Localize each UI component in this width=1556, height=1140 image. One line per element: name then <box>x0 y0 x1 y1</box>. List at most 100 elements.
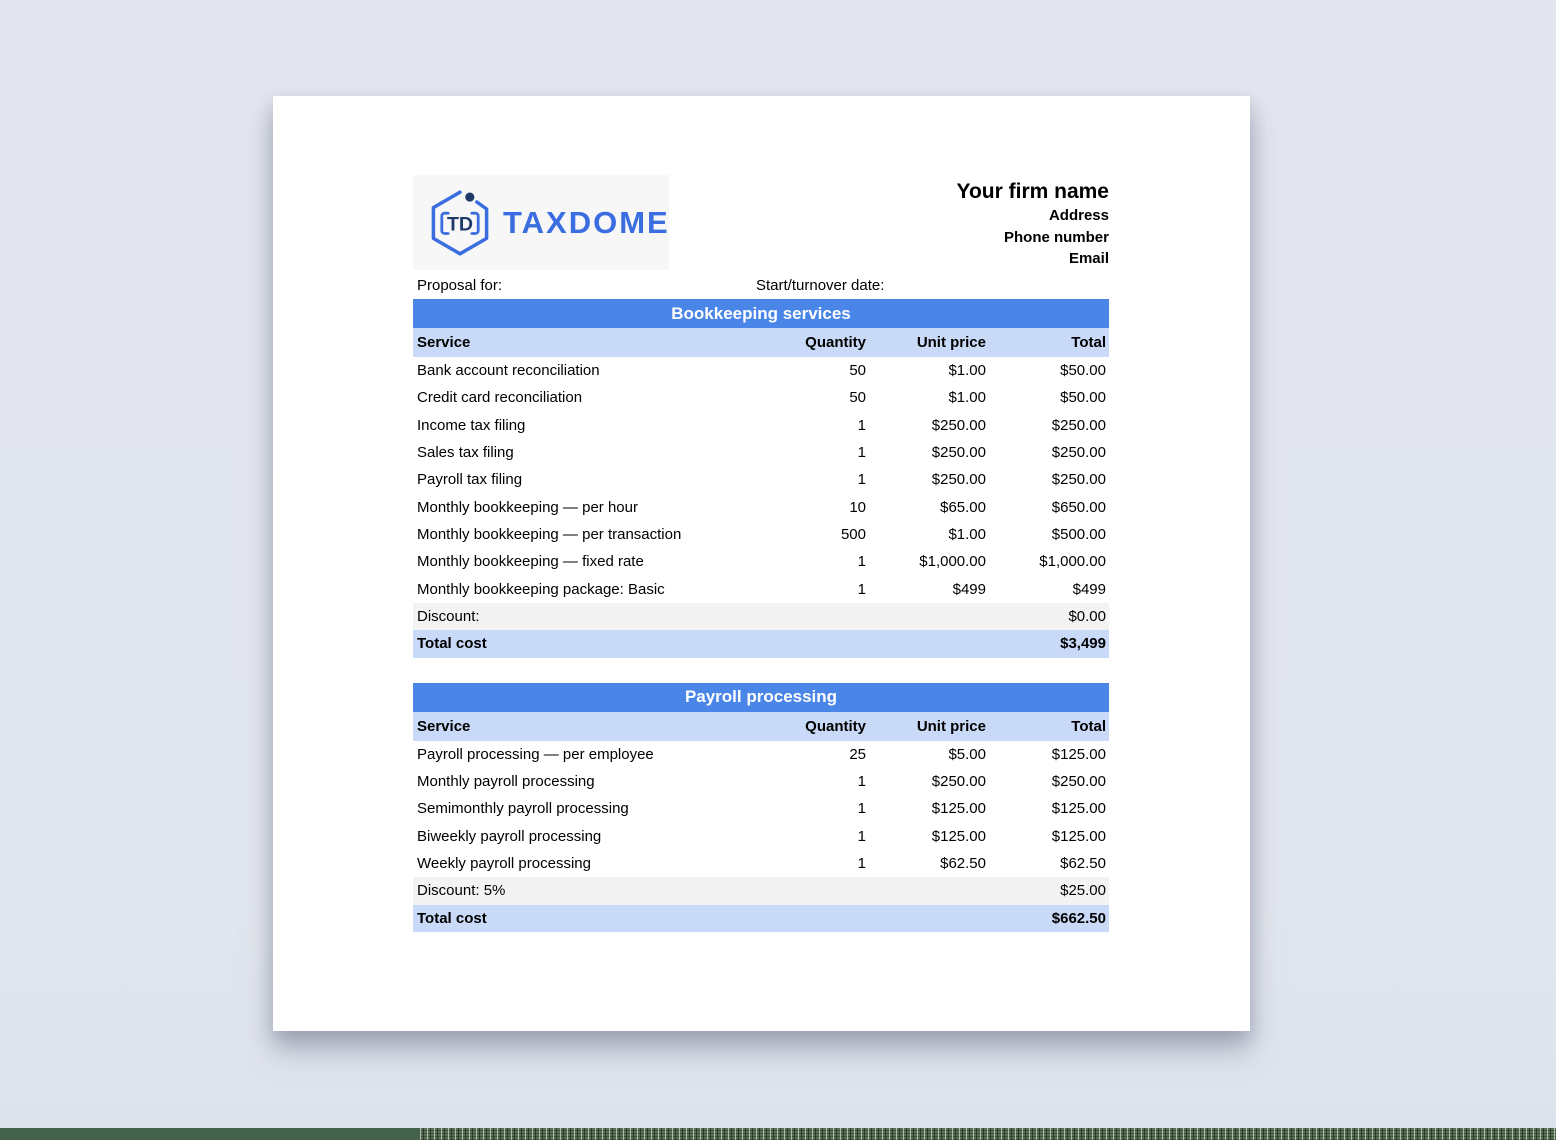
value-cell: $125.00 <box>1051 827 1106 845</box>
taxdome-hexagon-icon: TD <box>431 189 489 256</box>
value-cell: $125.00 <box>931 827 986 845</box>
table-row: Monthly payroll processing 1 $250.00 $250.0… <box>413 768 1109 795</box>
value-cell: $50.00 <box>1060 362 1106 380</box>
value-cell: 1 <box>857 553 866 571</box>
value-cell: 50 <box>849 389 866 407</box>
firm-name: Your firm name <box>956 180 1109 203</box>
service-cell: Payroll tax filing <box>417 471 523 489</box>
value-cell: $125.00 <box>1051 800 1106 818</box>
document-content: TD TAXDOME Your firm name Address Phone … <box>413 96 1109 933</box>
column-header-total: Total <box>1071 334 1106 351</box>
tables-container: Bookkeeping services Service Quantity Un… <box>413 299 1109 933</box>
value-cell: 1 <box>857 855 866 872</box>
services-table: Payroll processing Service Quantity Unit… <box>413 682 1109 933</box>
value-cell: $250.00 <box>1051 416 1106 434</box>
table-row: Credit card reconciliation 50 $1.00 $50.00 <box>413 384 1109 411</box>
value-cell: $250.00 <box>931 471 986 489</box>
discount-row: Discount: 5% $25.00 <box>413 877 1109 905</box>
table-title: Payroll processing <box>413 682 1109 712</box>
taxdome-wordmark: TAXDOME <box>503 205 670 240</box>
value-cell: 50 <box>849 362 866 380</box>
service-cell: Payroll processing — per employee <box>417 745 654 763</box>
value-cell: $62.50 <box>940 855 986 872</box>
value-cell: 1 <box>857 444 866 462</box>
column-header-quantity: Quantity <box>805 334 866 351</box>
service-cell: Biweekly payroll processing <box>417 827 602 845</box>
total-cost-row: Total cost $662.50 <box>413 904 1109 933</box>
value-cell: $125.00 <box>931 800 986 818</box>
value-cell: $62.50 <box>1060 855 1106 872</box>
discount-value: $0.00 <box>1068 607 1106 625</box>
service-cell: Weekly payroll processing <box>417 855 591 872</box>
value-cell: $1.00 <box>948 389 986 407</box>
table-row: Income tax filing 1 $250.00 $250.00 <box>413 412 1109 439</box>
column-header-service: Service <box>417 717 471 735</box>
value-cell: 1 <box>857 471 866 489</box>
table-header-row: Service Quantity Unit price Total <box>413 711 1109 741</box>
value-cell: 1 <box>857 773 866 791</box>
start-date-label: Start/turnover date: <box>756 277 885 294</box>
value-cell: $250.00 <box>1051 444 1106 462</box>
service-cell: Monthly bookkeeping — per transaction <box>417 525 682 543</box>
table-body: Bank account reconciliation 50 $1.00 $50.00… <box>413 357 1109 603</box>
total-value: $662.50 <box>1051 909 1106 927</box>
value-cell: $1,000.00 <box>1039 553 1106 571</box>
value-cell: $1,000.00 <box>919 553 986 571</box>
value-cell: 1 <box>857 800 866 818</box>
total-label: Total cost <box>417 635 487 653</box>
firm-info-block: Your firm name Address Phone number Emai… <box>957 175 1109 270</box>
value-cell: $1.00 <box>948 525 986 543</box>
firm-address: Address <box>1048 207 1109 224</box>
column-header-service: Service <box>417 334 471 351</box>
value-cell: 1 <box>857 580 866 598</box>
table-row: Semimonthly payroll processing 1 $125.00 $1… <box>413 795 1109 822</box>
document-header: TD TAXDOME Your firm name Address Phone … <box>413 175 1109 270</box>
value-cell: $1.00 <box>948 362 986 380</box>
value-cell: 10 <box>849 498 866 516</box>
table-row: Weekly payroll processing 1 $62.50 $62.50 <box>413 850 1109 877</box>
table-row: Monthly bookkeeping package: Basic 1 $499 $… <box>413 575 1109 602</box>
proposal-info-row: Proposal for: Start/turnover date: <box>413 277 1109 299</box>
discount-row: Discount: $0.00 <box>413 602 1109 631</box>
svg-text:TD: TD <box>447 213 473 235</box>
total-cost-row: Total cost $3,499 <box>413 630 1109 658</box>
firm-phone: Phone number <box>1003 228 1109 246</box>
table-row: Monthly bookkeeping — per transaction 500… <box>413 521 1109 548</box>
value-cell: $250.00 <box>931 773 986 791</box>
column-header-unit-price: Unit price <box>916 717 986 735</box>
value-cell: 1 <box>857 416 866 434</box>
value-cell: $125.00 <box>1051 745 1106 763</box>
value-cell: $250.00 <box>931 444 986 462</box>
discount-label: Discount: 5% <box>417 882 506 900</box>
value-cell: $250.00 <box>931 416 986 434</box>
service-cell: Monthly bookkeeping package: Basic <box>417 580 665 598</box>
services-table: Bookkeeping services Service Quantity Un… <box>413 299 1109 658</box>
service-cell: Sales tax filing <box>417 444 514 462</box>
column-header-quantity: Quantity <box>805 717 866 735</box>
service-cell: Bank account reconciliation <box>417 362 600 380</box>
document-page: TD TAXDOME Your firm name Address Phone … <box>273 96 1250 1031</box>
table-row: Monthly bookkeeping — per hour 10 $65.00 $6… <box>413 493 1109 520</box>
column-header-total: Total <box>1071 717 1106 735</box>
value-cell: $250.00 <box>1051 471 1106 489</box>
value-cell: $499 <box>1072 580 1106 598</box>
value-cell: $65.00 <box>940 498 986 516</box>
table-body: Payroll processing — per employee 25 $5.00… <box>413 741 1109 877</box>
service-cell: Monthly bookkeeping — per hour <box>417 498 638 516</box>
proposal-for-label: Proposal for: <box>417 277 503 294</box>
value-cell: $50.00 <box>1060 389 1106 407</box>
bottom-artifact-noise <box>420 1128 1556 1140</box>
value-cell: $500.00 <box>1051 525 1106 543</box>
total-value: $3,499 <box>1060 635 1106 653</box>
table-row: Payroll tax filing 1 $250.00 $250.00 <box>413 466 1109 493</box>
discount-label: Discount: <box>417 607 480 625</box>
column-header-unit-price: Unit price <box>916 334 986 351</box>
table-title: Bookkeeping services <box>413 299 1109 328</box>
taxdome-logo: TD TAXDOME <box>413 175 669 270</box>
table-row: Monthly bookkeeping — fixed rate 1 $1,000.… <box>413 548 1109 575</box>
table-row: Bank account reconciliation 50 $1.00 $50.00 <box>413 357 1109 384</box>
value-cell: $499 <box>952 580 986 598</box>
value-cell: $250.00 <box>1051 773 1106 791</box>
value-cell: $5.00 <box>948 745 986 763</box>
